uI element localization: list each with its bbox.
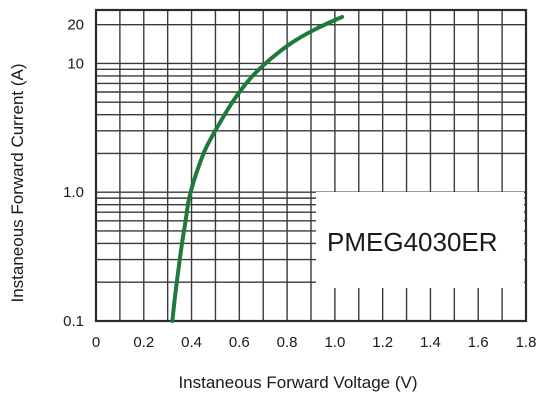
x-tick-label: 0.2	[133, 334, 154, 351]
y-tick-label: 20	[67, 17, 84, 34]
series-layer	[170, 14, 345, 323]
plot-frame	[94, 8, 528, 323]
y-tick-label: 0.1	[63, 313, 84, 330]
x-tick-label: 0.4	[181, 334, 202, 351]
y-tick-label: 1.0	[63, 184, 84, 201]
x-tick-label: 1.8	[516, 334, 537, 351]
x-tick-label: 0.6	[229, 334, 250, 351]
annotation-background	[316, 192, 524, 288]
annotation-label: PMEG4030ER	[327, 227, 498, 257]
y-axis-title: Instaneous Forward Current (A)	[8, 63, 27, 302]
x-axis-title: Instaneous Forward Voltage (V)	[178, 373, 417, 392]
x-tick-label: 1.4	[420, 334, 441, 351]
x-tick-label: 0	[92, 334, 100, 351]
x-tick-label: 1.2	[372, 334, 393, 351]
x-tick-label: 1.6	[468, 334, 489, 351]
series-line	[170, 14, 345, 323]
tick-labels: 0 0.2 0.4 0.6 0.8 1.0 1.2 1.4 1.6 1.8 0.1 1.0 10 20	[63, 17, 536, 351]
x-tick-label: 0.8	[277, 334, 298, 351]
x-tick-label: 1.0	[324, 334, 345, 351]
y-tick-label: 10	[67, 55, 84, 72]
